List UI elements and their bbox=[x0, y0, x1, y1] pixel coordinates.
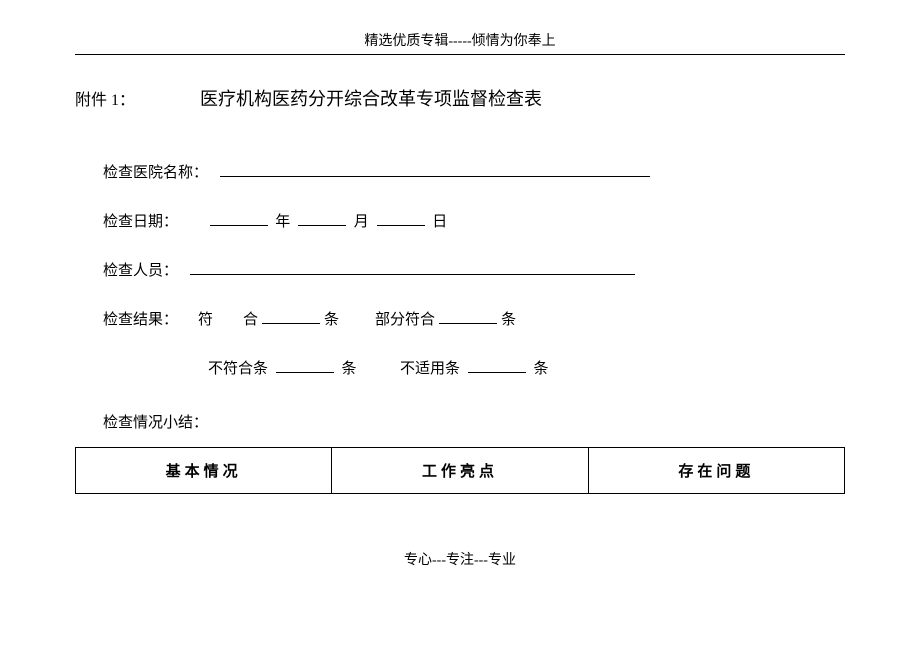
month-label: 月 bbox=[354, 214, 369, 230]
header-divider bbox=[75, 54, 845, 55]
conform-field[interactable] bbox=[262, 309, 320, 324]
not-conform-field[interactable] bbox=[276, 358, 334, 373]
personnel-label: 检查人员： bbox=[103, 263, 178, 279]
result-row-2: 不符合条 条 不适用条 条 bbox=[103, 357, 840, 381]
form-area: 检查医院名称： 检查日期： 年 月 日 检查人员： 检查结果： 符 合 条 部分… bbox=[75, 161, 845, 381]
result-row-1: 检查结果： 符 合 条 部分符合 条 bbox=[103, 308, 840, 332]
summary-label: 检查情况小结： bbox=[75, 411, 845, 432]
conform-label: 符 合 bbox=[198, 308, 258, 332]
day-field[interactable] bbox=[377, 211, 425, 226]
table-header-highlights: 工作亮点 bbox=[332, 448, 588, 493]
attachment-label: 附件 1： bbox=[75, 86, 135, 110]
hospital-name-row: 检查医院名称： bbox=[103, 161, 840, 185]
month-field[interactable] bbox=[298, 211, 346, 226]
main-title: 医疗机构医药分开综合改革专项监督检查表 bbox=[200, 85, 542, 111]
hospital-label: 检查医院名称： bbox=[103, 165, 208, 181]
not-applicable-label: 不适用条 bbox=[400, 361, 460, 377]
footer-text: 专心---专注---专业 bbox=[75, 549, 845, 569]
table-header-problems: 存在问题 bbox=[589, 448, 844, 493]
hospital-name-field[interactable] bbox=[220, 162, 650, 177]
not-conform-unit: 条 bbox=[342, 361, 357, 377]
date-row: 检查日期： 年 月 日 bbox=[103, 210, 840, 234]
date-label: 检查日期： bbox=[103, 214, 178, 230]
header-text: 精选优质专辑-----倾情为你奉上 bbox=[75, 30, 845, 50]
not-applicable-unit: 条 bbox=[534, 361, 549, 377]
day-label: 日 bbox=[432, 214, 447, 230]
personnel-row: 检查人员： bbox=[103, 259, 840, 283]
partial-conform-field[interactable] bbox=[439, 309, 497, 324]
result-label: 检查结果： bbox=[103, 308, 178, 332]
year-field[interactable] bbox=[210, 211, 268, 226]
summary-table: 基本情况 工作亮点 存在问题 bbox=[75, 447, 845, 494]
partial-conform-label: 部分符合 bbox=[375, 308, 435, 332]
not-conform-label: 不符合条 bbox=[208, 361, 268, 377]
table-header-basic: 基本情况 bbox=[76, 448, 332, 493]
not-applicable-field[interactable] bbox=[468, 358, 526, 373]
personnel-field[interactable] bbox=[190, 260, 635, 275]
conform-unit: 条 bbox=[324, 308, 339, 332]
title-row: 附件 1： 医疗机构医药分开综合改革专项监督检查表 bbox=[75, 85, 845, 111]
partial-conform-unit: 条 bbox=[501, 308, 516, 332]
year-label: 年 bbox=[275, 214, 290, 230]
